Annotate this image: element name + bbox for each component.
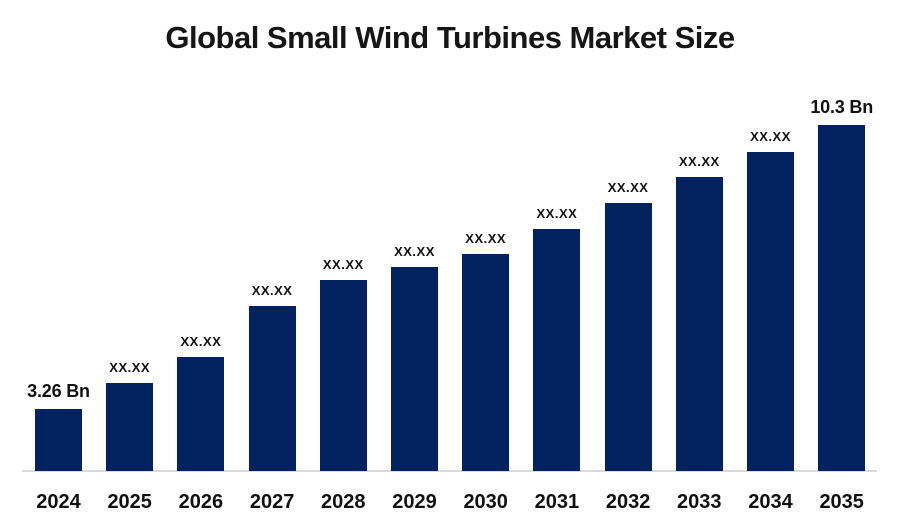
bar-value-label: XX.XX [322, 257, 364, 272]
bar-value-label: XX.XX [536, 206, 578, 221]
bar-value-label: XX.XX [109, 360, 151, 375]
bar-2026 [177, 357, 225, 471]
bar-2028 [319, 280, 367, 471]
bar-2027 [248, 306, 296, 471]
bar-value-label: XX.XX [607, 180, 649, 195]
bar-value-label: XX.XX [678, 154, 720, 169]
bar-2031 [533, 229, 581, 471]
bar-value-label: XX.XX [465, 231, 507, 246]
bar-value-label: XX.XX [180, 334, 222, 349]
x-axis-tick-label: 2029 [392, 491, 437, 513]
x-axis-tick-label: 2031 [534, 491, 580, 513]
bar-2032 [604, 203, 652, 471]
bar-2034 [747, 152, 794, 471]
bar-2033 [675, 177, 723, 471]
bar-2025 [106, 383, 154, 471]
x-axis-tick-label: 2030 [463, 491, 508, 513]
bar-value-label: XX.XX [394, 244, 435, 259]
chart-title: Global Small Wind Turbines Market Size [165, 20, 735, 55]
x-axis-tick-label: 2027 [249, 491, 295, 513]
x-axis-tick-label: 2035 [819, 491, 864, 513]
x-axis-tick-label: 2033 [677, 491, 722, 513]
bar-value-label: 10.3 Bn [810, 97, 873, 117]
bar-2035 [818, 125, 866, 471]
bar-value-label: XX.XX [251, 283, 293, 298]
bar-2029 [391, 267, 438, 471]
bar-value-label: 3.26 Bn [27, 381, 90, 401]
bar-2024 [35, 409, 82, 471]
x-axis-tick-label: 2024 [36, 491, 81, 513]
x-axis-tick-label: 2032 [605, 491, 651, 513]
x-axis-tick-label: 2034 [748, 491, 793, 513]
x-axis-line [22, 470, 877, 472]
bar-value-label: XX.XX [750, 129, 791, 144]
bar-2030 [462, 254, 510, 471]
x-axis-tick-label: 2026 [178, 491, 224, 513]
x-axis-tick-label: 2028 [321, 491, 366, 513]
x-axis-tick-label: 2025 [107, 491, 152, 513]
